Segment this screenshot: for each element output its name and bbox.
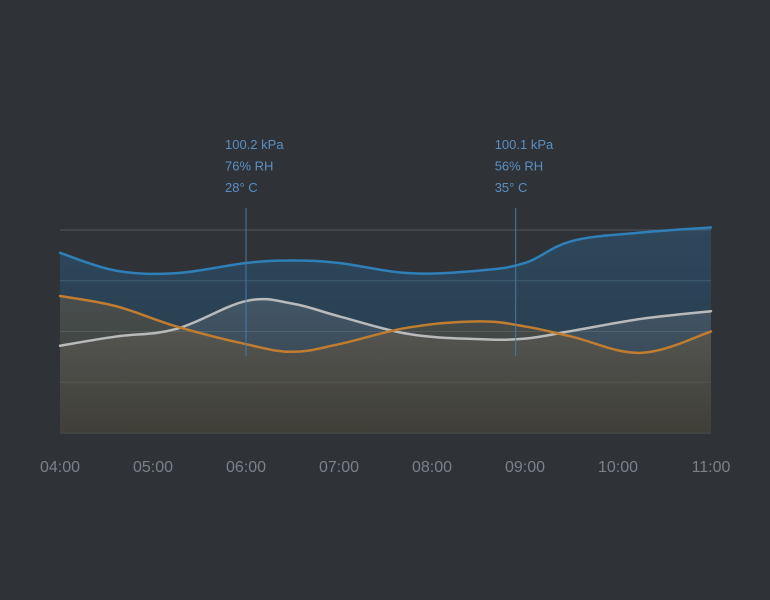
series-line-0 xyxy=(58,226,713,276)
series-area-shade-2 xyxy=(60,295,711,433)
annotation-text: 76% RH xyxy=(225,159,273,174)
x-tick-label: 04:00 xyxy=(40,459,80,476)
annotation-0: 100.2 kPa 76% RH 28° C xyxy=(225,137,284,356)
series-line-1 xyxy=(58,297,713,347)
series-line-2 xyxy=(58,294,713,355)
annotation-text: 100.2 kPa xyxy=(225,137,284,152)
x-tick-label: 06:00 xyxy=(226,459,266,476)
x-tick-label: 09:00 xyxy=(505,459,545,476)
x-axis-ticks: 04:00 05:00 06:00 07:00 08:00 09:00 10:00 11:00 xyxy=(40,459,731,476)
x-tick-label: 11:00 xyxy=(692,459,731,476)
annotation-text: 56% RH xyxy=(495,159,543,174)
series-lines xyxy=(58,226,713,355)
annotations: 100.2 kPa 76% RH 28° C 100.1 kPa 56% RH 35° C xyxy=(225,137,554,356)
annotation-text: 100.1 kPa xyxy=(495,137,554,152)
x-tick-label: 10:00 xyxy=(598,459,638,476)
x-tick-label: 08:00 xyxy=(412,459,452,476)
annotation-text: 28° C xyxy=(225,180,258,195)
x-tick-label: 07:00 xyxy=(319,459,359,476)
annotation-1: 100.1 kPa 56% RH 35° C xyxy=(495,137,554,356)
x-tick-label: 05:00 xyxy=(133,459,173,476)
annotation-text: 35° C xyxy=(495,180,528,195)
